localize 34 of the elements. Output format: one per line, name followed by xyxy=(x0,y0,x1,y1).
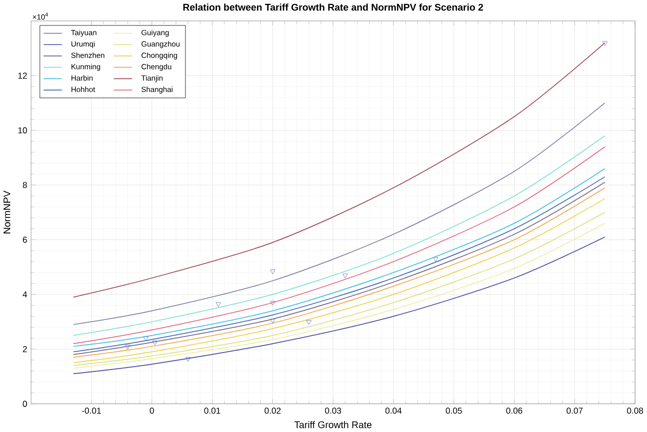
y-tick-label: 12 xyxy=(18,72,27,79)
x-tick-label: 0.02 xyxy=(264,408,281,414)
x-tick-label: 0.05 xyxy=(446,408,462,414)
point xyxy=(152,340,158,346)
x-tick-label: 0.07 xyxy=(566,408,583,414)
y-tick-label: 0 xyxy=(22,400,27,407)
line-series xyxy=(72,42,606,298)
point xyxy=(270,270,276,274)
x-axis-title: Tariff Growth Rate xyxy=(294,421,372,428)
point xyxy=(270,318,276,324)
point xyxy=(342,274,348,278)
x-tick-label: 0.04 xyxy=(385,408,402,414)
y-tick-label: 8 xyxy=(22,182,27,188)
x-tick-label: -0.01 xyxy=(82,408,101,414)
point xyxy=(125,344,130,350)
point xyxy=(185,357,191,362)
x-tick-label: 0.08 xyxy=(627,408,644,414)
y-tick-label: 10 xyxy=(18,127,27,134)
line-series xyxy=(72,102,606,326)
x-tick-label: 0.06 xyxy=(506,408,522,414)
point xyxy=(216,302,221,308)
point xyxy=(433,257,438,262)
x-tick-label: 0.03 xyxy=(325,408,342,414)
chart-title: Relation between Tariff Growth Rate and NormNPV for Scenario 2 xyxy=(183,4,484,11)
point xyxy=(602,41,608,46)
x-tick-label: 0.01 xyxy=(204,408,220,414)
point xyxy=(306,320,312,325)
x-tick-label: 0 xyxy=(150,408,154,414)
point xyxy=(143,336,148,342)
y-axis-title: NormNPV xyxy=(4,190,10,234)
point xyxy=(270,301,276,306)
y-tick-label: 6 xyxy=(22,236,27,243)
y-tick-label: 4 xyxy=(22,292,28,298)
y-tick-label: 2 xyxy=(22,346,27,352)
